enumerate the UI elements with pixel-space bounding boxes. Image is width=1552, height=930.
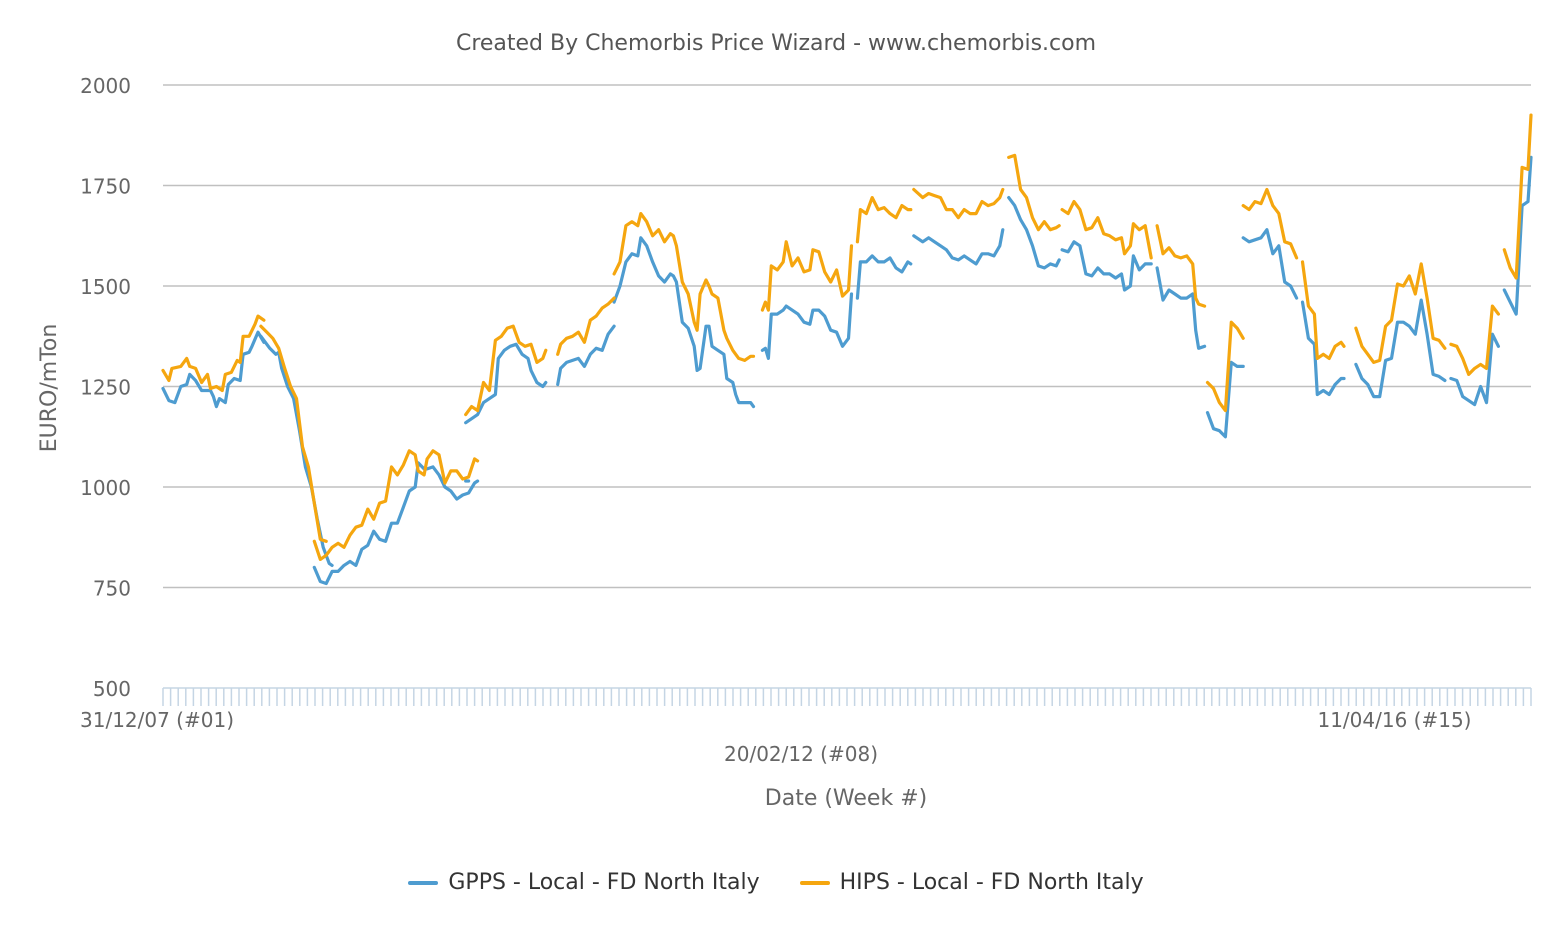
gpps-line-segment (312, 461, 426, 586)
hips-line-segment (161, 314, 266, 393)
x-axis-ticks (162, 687, 1532, 706)
y-axis-title: EURO/mTon (37, 324, 62, 453)
gpps-line-segment (556, 324, 616, 387)
hips-line-segment (1241, 187, 1299, 260)
gpps-line-segment (1205, 360, 1245, 439)
gpps-line-segment (1300, 300, 1346, 397)
series-gpps-lines (161, 155, 1533, 586)
y-axis-tick-labels: 500 750 1000 1250 1500 1750 2000 (80, 74, 131, 701)
hips-line-segment (912, 187, 1005, 220)
x-tick-label: 31/12/07 (#01) (80, 708, 234, 732)
hips-line-segment (312, 449, 480, 561)
x-axis-title: Date (Week #) (765, 786, 927, 811)
y-tick-label: 1500 (80, 275, 131, 299)
hips-line-segment (1354, 262, 1447, 364)
legend-swatch-hips (799, 880, 830, 885)
gpps-line-segment (1449, 332, 1500, 407)
hips-line-segment (612, 212, 756, 362)
y-tick-label: 750 (93, 577, 131, 601)
hips-line-segment (1502, 113, 1533, 280)
gpps-line-segment (1155, 266, 1207, 350)
gpps-line-segment (1241, 228, 1299, 300)
chart-title: Created By Chemorbis Price Wizard - www.… (456, 31, 1096, 56)
hips-line-segment (855, 196, 913, 244)
hips-line-segment (556, 296, 616, 356)
hips-line-segment (1205, 320, 1245, 413)
legend-swatch-gpps (408, 880, 439, 885)
hips-line-segment (1060, 200, 1153, 260)
y-tick-label: 1000 (80, 476, 131, 500)
gpps-line-segment (1354, 298, 1447, 399)
y-tick-label: 1750 (80, 175, 131, 199)
gpps-line-segment (855, 254, 913, 300)
gpps-line-segment (1060, 240, 1153, 292)
gpps-line-segment (1007, 196, 1061, 270)
hips-line-segment (259, 324, 328, 543)
y-tick-label: 2000 (80, 74, 131, 98)
gpps-line-segment (760, 292, 854, 360)
y-tick-label: 500 (93, 677, 131, 701)
hips-line-segment (760, 240, 854, 312)
x-tick-label: 11/04/16 (#15) (1317, 708, 1471, 732)
legend-item-hips[interactable]: HIPS - Local - FD North Italy (799, 870, 1144, 895)
legend-item-gpps[interactable]: GPPS - Local - FD North Italy (408, 870, 760, 895)
hips-line-segment (1155, 224, 1207, 308)
legend-label-hips: HIPS - Local - FD North Italy (839, 870, 1144, 895)
gpps-line-segment (912, 228, 1005, 266)
x-axis-tick-labels: 31/12/07 (#01) 20/02/12 (#08) 11/04/16 (#1… (80, 708, 1471, 766)
gpps-line-segment (161, 330, 266, 409)
gpps-line-segment (612, 236, 756, 409)
hips-line-segment (1449, 304, 1500, 376)
hips-line-segment (1300, 260, 1346, 360)
gridlines (163, 84, 1531, 589)
x-tick-label: 20/02/12 (#08) (724, 742, 878, 766)
hips-line-segment (464, 324, 548, 417)
gpps-line-segment (1502, 155, 1533, 316)
legend-label-gpps: GPPS - Local - FD North Italy (448, 870, 760, 895)
gpps-line-segment (259, 334, 334, 567)
legend: GPPS - Local - FD North Italy HIPS - Loc… (0, 870, 1552, 895)
gpps-line-segment (464, 342, 548, 425)
y-tick-label: 1250 (80, 376, 131, 400)
gpps-line-segment (425, 465, 480, 501)
hips-line-segment (1007, 153, 1061, 232)
series-hips-lines (161, 113, 1533, 561)
